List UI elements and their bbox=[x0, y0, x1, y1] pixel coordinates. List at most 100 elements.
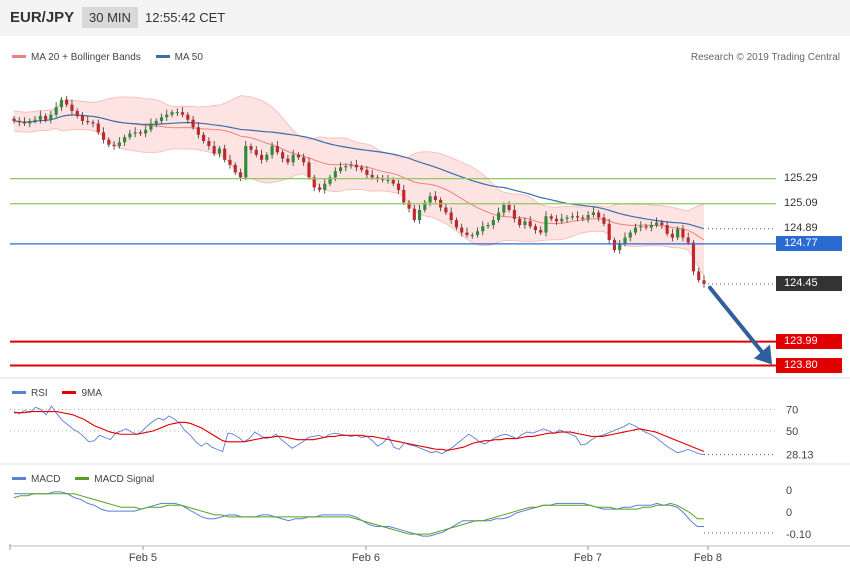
candle bbox=[565, 217, 569, 219]
legend-label: 9MA bbox=[81, 388, 103, 399]
candle bbox=[612, 240, 617, 251]
candle bbox=[454, 220, 459, 228]
candle bbox=[233, 164, 237, 173]
ma50-swatch bbox=[155, 54, 170, 58]
candle bbox=[12, 118, 16, 121]
candle bbox=[223, 148, 227, 160]
price-pane bbox=[10, 95, 776, 367]
candle bbox=[291, 154, 295, 163]
price-tag-support: 123.99 bbox=[776, 334, 842, 350]
candle bbox=[196, 127, 200, 135]
symbol-label: EUR/JPY bbox=[10, 9, 75, 26]
candle bbox=[670, 233, 674, 238]
legend-item-rsi-ma: 9MA bbox=[62, 388, 102, 399]
rsi-legend: RSI 9MA bbox=[12, 388, 102, 399]
candle bbox=[317, 187, 322, 190]
candle bbox=[333, 171, 337, 178]
candle bbox=[676, 228, 680, 238]
candle bbox=[149, 123, 153, 130]
candle bbox=[207, 141, 211, 147]
candle bbox=[681, 228, 685, 238]
candle bbox=[238, 172, 243, 178]
candle bbox=[391, 179, 395, 184]
legend-item-macd-signal: MACD Signal bbox=[75, 474, 154, 485]
candle bbox=[96, 123, 100, 133]
candle bbox=[576, 216, 580, 218]
candle bbox=[65, 99, 69, 105]
legend-label: RSI bbox=[31, 388, 48, 399]
price-tag-support: 123.80 bbox=[776, 357, 842, 373]
candle bbox=[475, 231, 480, 236]
candle bbox=[217, 148, 221, 154]
price-tag-resistance: 125.29 bbox=[776, 171, 842, 187]
candle bbox=[528, 221, 532, 227]
candle bbox=[417, 209, 422, 221]
macd-last-value: -0.10 bbox=[786, 529, 811, 541]
candle bbox=[665, 225, 669, 234]
macd-signal-swatch bbox=[75, 476, 90, 480]
rsi-level-label: 50 bbox=[786, 426, 798, 438]
candle bbox=[539, 230, 543, 233]
candle bbox=[165, 114, 169, 118]
candle bbox=[275, 146, 279, 153]
candle bbox=[607, 223, 611, 241]
timeframe-button[interactable]: 30 MIN bbox=[82, 7, 138, 28]
candle bbox=[38, 115, 42, 120]
candle bbox=[144, 129, 148, 134]
candle bbox=[296, 154, 301, 158]
candle bbox=[649, 225, 653, 228]
candle bbox=[381, 178, 385, 180]
candle bbox=[518, 218, 522, 226]
forecast-arrow-line bbox=[708, 285, 766, 357]
candle bbox=[554, 218, 559, 222]
rsi-level-label: 70 bbox=[786, 404, 798, 416]
candle bbox=[344, 166, 348, 168]
candle bbox=[497, 212, 501, 221]
candle bbox=[544, 216, 548, 233]
price-tag-pivot: 124.77 bbox=[776, 236, 842, 252]
candle bbox=[154, 120, 158, 124]
candle bbox=[686, 237, 690, 243]
rsi-line bbox=[13, 405, 705, 456]
chart-toolbar: EUR/JPY 30 MIN 12:55:42 CET bbox=[0, 0, 850, 36]
candle bbox=[502, 204, 506, 213]
candle bbox=[533, 226, 538, 231]
bollinger-lower-line bbox=[13, 127, 705, 276]
candle bbox=[249, 146, 253, 150]
candle bbox=[460, 227, 464, 233]
candle bbox=[175, 112, 179, 114]
candle bbox=[202, 134, 206, 142]
candle bbox=[618, 243, 622, 251]
clock-label: 12:55:42 CET bbox=[145, 10, 226, 25]
candle bbox=[560, 218, 564, 222]
price-tag-ma50: 124.89 bbox=[776, 221, 842, 237]
candle bbox=[270, 146, 274, 155]
candle bbox=[59, 99, 63, 108]
bollinger-swatch bbox=[12, 54, 26, 58]
candle bbox=[349, 164, 353, 167]
candle bbox=[302, 157, 306, 163]
candle bbox=[281, 152, 285, 159]
candle bbox=[191, 119, 195, 128]
candle bbox=[86, 120, 90, 123]
candle bbox=[591, 212, 595, 215]
macd-legend: MACD MACD Signal bbox=[12, 474, 154, 485]
x-tick-label: Feb 6 bbox=[352, 552, 380, 564]
candle bbox=[633, 227, 638, 233]
candle bbox=[107, 139, 111, 145]
legend-label: MACD bbox=[31, 474, 61, 485]
candle bbox=[44, 115, 48, 120]
candle bbox=[412, 208, 416, 221]
candle bbox=[28, 120, 32, 124]
candle bbox=[138, 132, 142, 134]
legend-item-rsi: RSI bbox=[12, 388, 48, 399]
candle bbox=[244, 146, 248, 178]
macd-swatch bbox=[12, 476, 26, 480]
rsi-ma-line bbox=[14, 411, 705, 453]
candle bbox=[286, 158, 290, 163]
candle bbox=[133, 132, 137, 134]
rsi-last-value: 28.13 bbox=[786, 450, 814, 462]
candle bbox=[117, 142, 121, 147]
candle bbox=[328, 177, 332, 184]
